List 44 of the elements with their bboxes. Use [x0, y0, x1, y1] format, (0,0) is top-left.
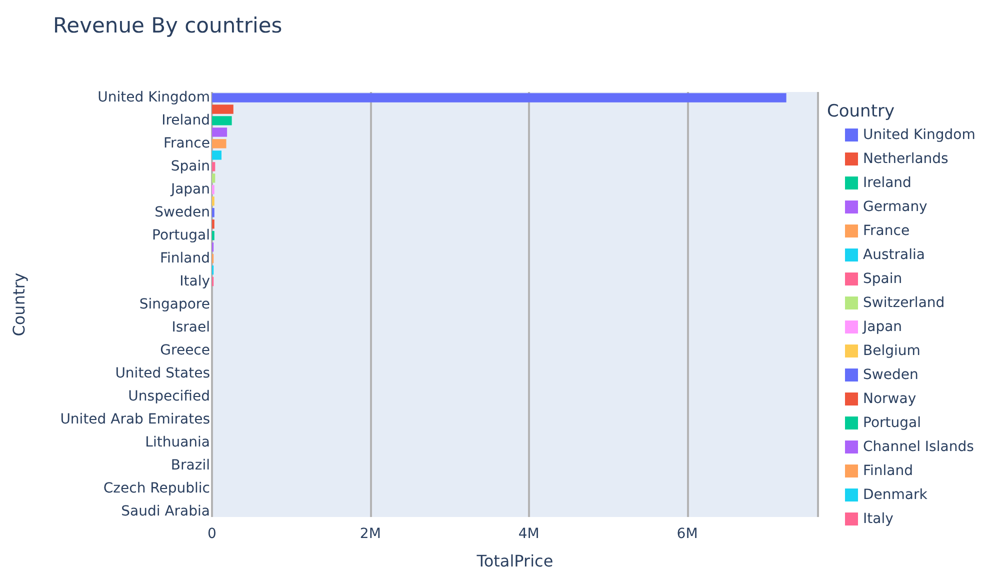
- legend-label: Australia: [863, 247, 925, 263]
- legend-label: Japan: [862, 319, 902, 335]
- x-axis-title: TotalPrice: [476, 552, 554, 570]
- y-tick-label: Sweden: [154, 204, 210, 221]
- x-tick-label: 4M: [518, 526, 540, 542]
- legend-label: Channel Islands: [863, 439, 974, 455]
- legend-label: Spain: [863, 271, 902, 287]
- y-tick-label: Finland: [160, 250, 210, 267]
- legend-label: France: [863, 223, 910, 239]
- y-tick-label: Singapore: [139, 296, 210, 312]
- y-tick-label: Japan: [170, 182, 210, 198]
- y-tick-label: Lithuania: [145, 434, 210, 450]
- y-tick-label: Greece: [160, 342, 210, 358]
- y-tick-label: United States: [115, 365, 210, 382]
- y-tick-label: United Kingdom: [98, 90, 210, 106]
- legend-label: Norway: [863, 391, 916, 407]
- legend-label: Ireland: [863, 175, 912, 191]
- y-tick-label: Israel: [172, 319, 210, 336]
- legend-label: Belgium: [863, 343, 920, 359]
- y-tick-label: Czech Republic: [103, 480, 210, 496]
- x-tick-label: 0: [208, 526, 216, 542]
- legend-label: Italy: [863, 511, 894, 527]
- legend-label: United Kingdom: [863, 127, 976, 143]
- y-tick-label: Spain: [170, 158, 210, 175]
- y-axis-title: Country: [10, 272, 28, 336]
- legend-label: Netherlands: [863, 151, 948, 167]
- x-tick-label: 2M: [360, 526, 381, 542]
- legend-label: Germany: [863, 199, 928, 215]
- y-tick-label: Brazil: [170, 457, 210, 474]
- chart-title: Revenue By countries: [53, 14, 282, 38]
- y-tick-label: Unspecified: [128, 388, 210, 404]
- y-tick-label: Saudi Arabia: [121, 503, 210, 520]
- legend-label: Portugal: [863, 415, 921, 431]
- legend-label: Finland: [863, 463, 914, 479]
- legend-title: Country: [827, 102, 895, 122]
- legend-label: Switzerland: [863, 295, 945, 311]
- y-tick-label: United Arab Emirates: [60, 411, 210, 428]
- legend-label: Denmark: [863, 487, 928, 503]
- y-tick-label: France: [163, 136, 210, 152]
- x-tick-label: 6M: [676, 526, 698, 542]
- y-tick-label: Ireland: [162, 112, 210, 129]
- y-tick-label: Portugal: [152, 228, 210, 244]
- legend-label: Sweden: [863, 367, 918, 383]
- y-tick-label: Italy: [180, 274, 210, 290]
